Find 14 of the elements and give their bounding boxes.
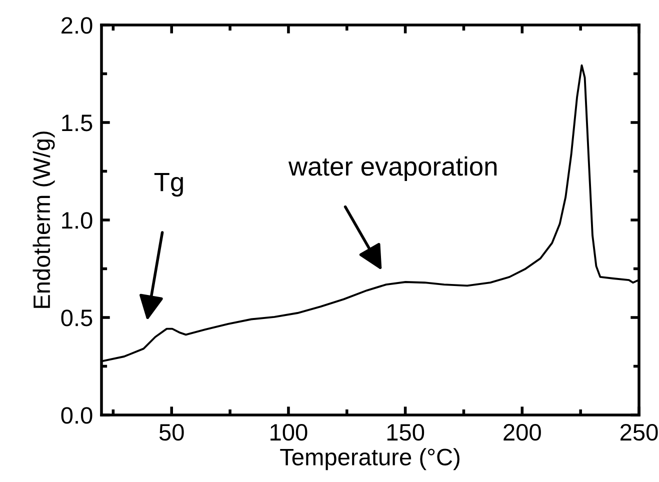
y-axis-title: Endotherm (W/g)	[32, 132, 55, 308]
y-tick-label: 0.0	[61, 407, 92, 424]
y-tick-label: 1.0	[62, 212, 92, 229]
x-tick-label: 150	[387, 424, 424, 441]
x-tick-label: 50	[159, 424, 184, 441]
annotation: water evaporation	[288, 156, 497, 181]
y-tick-label: 1.5	[62, 114, 92, 132]
annotation: Tg	[154, 172, 183, 197]
y-tick-label: 0.5	[61, 310, 92, 326]
x-axis-title: Temperature (°C)	[280, 448, 460, 470]
x-tick-label: 100	[270, 424, 308, 441]
y-tick-label: 2.0	[62, 17, 92, 34]
x-tick-label: 200	[504, 424, 541, 441]
x-tick-label: 250	[620, 424, 658, 441]
